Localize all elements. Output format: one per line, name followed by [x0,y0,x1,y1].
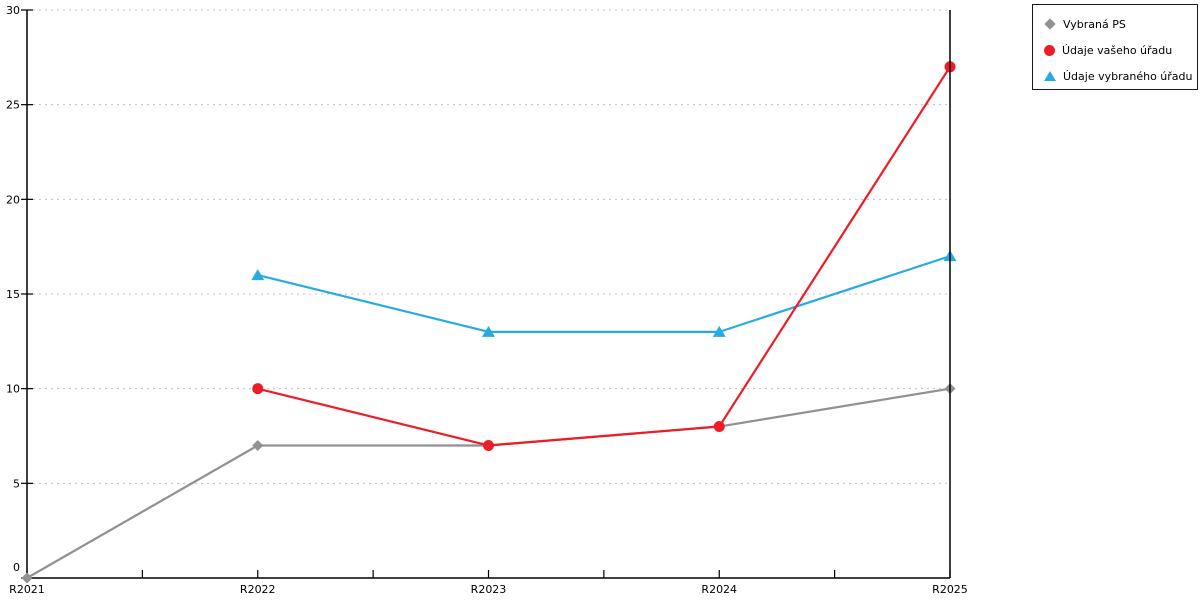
legend-label: Údaje vybraného úřadu [1063,69,1193,83]
legend-label: Vybraná PS [1063,17,1126,31]
x-tick-label: R2021 [9,583,45,596]
gridlines [27,9,950,484]
axes [21,9,951,579]
circle-marker-icon [1044,44,1055,56]
y-tick-label: 20 [6,193,20,206]
y-tick-label: 25 [6,99,20,112]
series-triangle [251,250,957,337]
y-tick-label: 30 [6,4,20,17]
x-tick-label: R2023 [471,583,507,596]
x-tick-label: R2024 [701,583,737,596]
x-axis-labels: R2021 R2022 R2023 R2024 R2025 [9,583,968,596]
y-axis-labels: 0 5 10 15 20 25 30 [6,4,20,574]
legend: Vybraná PS Údaje vašeho úřadu Údaje vybran… [1032,4,1198,90]
y-tick-label: 5 [13,477,20,490]
x-tick-label: R2025 [932,583,968,596]
legend-item: Údaje vašeho úřadu [1044,37,1197,63]
y-tick-label: 10 [6,383,20,396]
triangle-marker-icon [1044,71,1056,81]
y-tick-label: 15 [6,288,20,301]
legend-label: Údaje vašeho úřadu [1062,43,1173,57]
diamond-marker-icon [1044,18,1056,30]
series-circle [252,61,956,451]
legend-item: Údaje vybraného úřadu [1044,63,1197,89]
legend-item: Vybraná PS [1044,11,1197,37]
y-tick-label: 0 [13,561,20,574]
series-diamond [21,383,956,584]
x-tick-label: R2022 [240,583,276,596]
